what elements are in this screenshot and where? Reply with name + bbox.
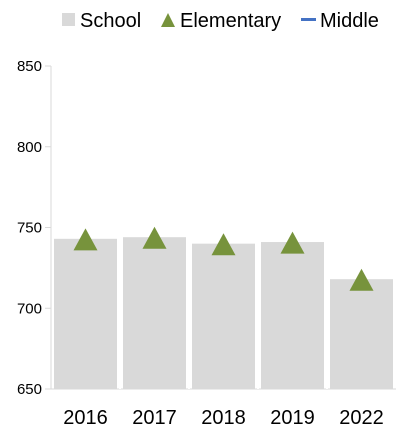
- y-tick-label: 650: [17, 381, 42, 398]
- bar-school: [330, 279, 393, 389]
- markers: [73, 226, 374, 291]
- legend-swatch-middle: [301, 18, 316, 21]
- x-tick-label: 2019: [270, 407, 315, 429]
- x-tick-label: 2022: [339, 407, 384, 429]
- legend-label-middle: Middle: [320, 10, 379, 32]
- marker-elementary: [142, 226, 167, 249]
- bar-school: [192, 243, 255, 389]
- legend-swatch-elementary: [161, 13, 175, 27]
- x-tick-label: 2018: [201, 407, 246, 429]
- bars: [54, 237, 393, 389]
- legend-label-elementary: Elementary: [180, 10, 281, 32]
- y-tick-label: 700: [17, 300, 42, 317]
- bar-school: [123, 237, 186, 389]
- marker-elementary: [280, 231, 305, 254]
- bar-school: [261, 242, 324, 389]
- legend-swatch-school: [62, 13, 75, 26]
- y-axis-ticks: 650 700 750 800 850: [17, 58, 51, 398]
- marker-elementary: [73, 228, 98, 251]
- y-tick-label: 750: [17, 220, 42, 237]
- legend: School Elementary Middle: [62, 10, 379, 32]
- y-tick-label: 850: [17, 58, 42, 75]
- x-tick-label: 2017: [132, 407, 177, 429]
- bar-school: [54, 238, 117, 389]
- marker-elementary: [349, 268, 374, 291]
- x-axis-labels: 2016 2017 2018 2019 2022: [63, 407, 384, 429]
- legend-label-school: School: [80, 10, 141, 32]
- marker-elementary: [211, 233, 236, 256]
- y-tick-label: 800: [17, 139, 42, 156]
- x-tick-label: 2016: [63, 407, 108, 429]
